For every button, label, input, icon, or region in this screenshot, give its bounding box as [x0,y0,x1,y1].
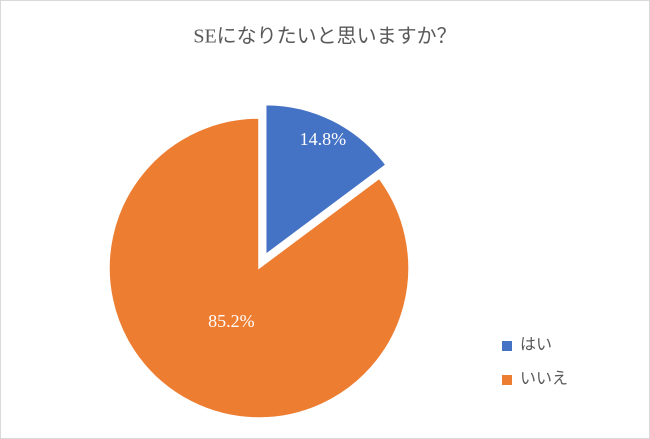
legend-swatch [502,341,512,351]
data-label: 14.8% [300,129,347,149]
pie-slice [264,103,388,257]
data-label: 85.2% [208,311,255,331]
pie-slice [108,117,410,419]
legend-label: いいえ [520,371,568,388]
chart-title: SEになりたいと思いますか？ [193,26,456,48]
legend-label: はい [520,337,552,354]
legend-swatch [502,375,512,385]
